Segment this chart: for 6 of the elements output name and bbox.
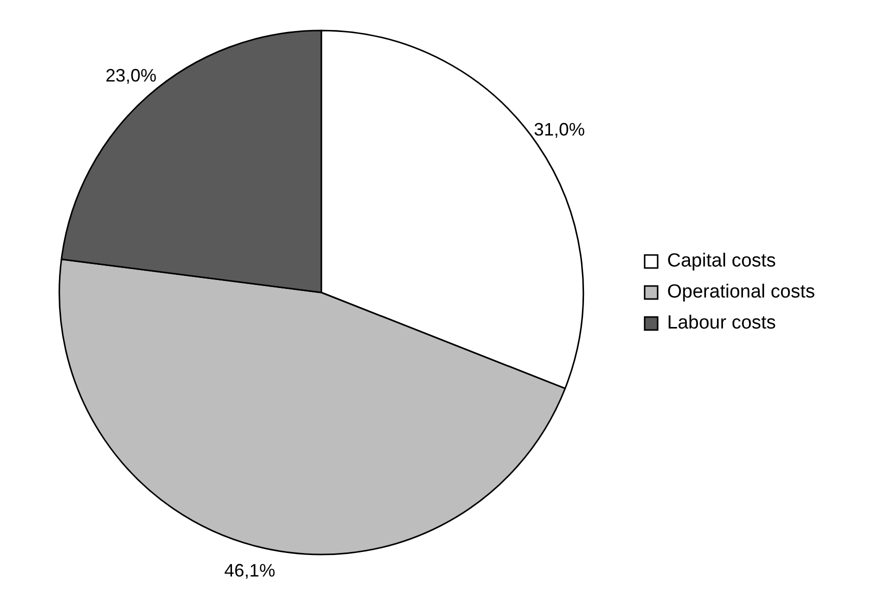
data-label: 23,0% (106, 65, 157, 86)
legend-label: Operational costs (667, 282, 816, 303)
legend-label: Labour costs (667, 312, 776, 334)
data-label: 46,1% (224, 560, 276, 580)
legend-label: Capital costs (667, 250, 776, 272)
data-label: 31,0% (534, 119, 585, 140)
